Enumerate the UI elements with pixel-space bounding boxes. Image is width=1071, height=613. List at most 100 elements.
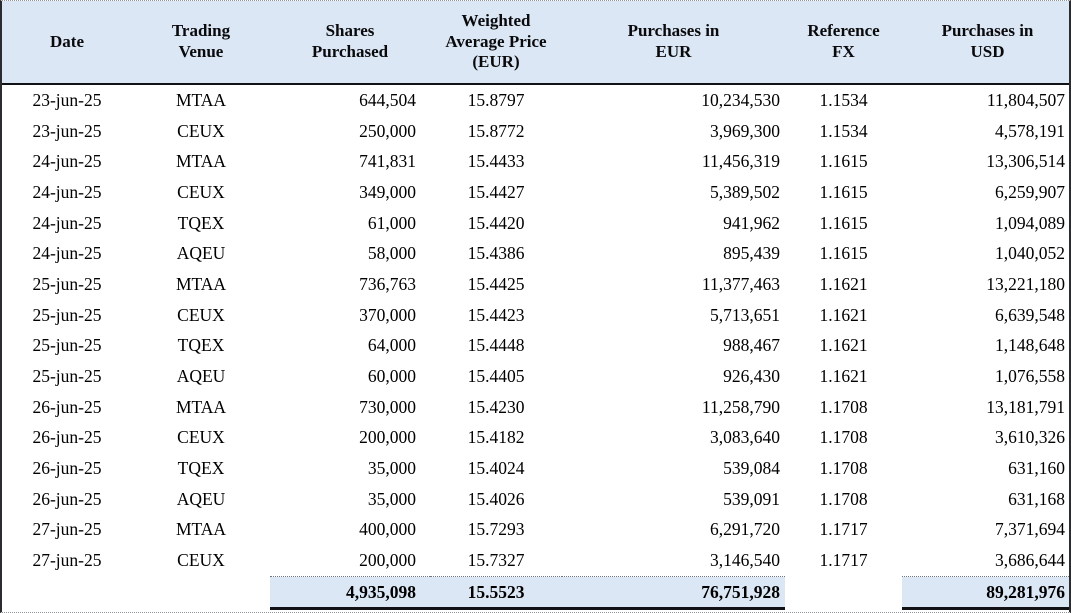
cell-purchases-eur: 539,084: [562, 453, 785, 484]
cell-date: 25-jun-25: [2, 299, 132, 331]
cell-trading-venue: CEUX: [132, 177, 270, 208]
header-row: Date Trading Venue Shares Purchased Weig…: [2, 1, 1069, 85]
cell-trading-venue: CEUX: [132, 422, 270, 454]
cell-weighted-average-price: 15.4405: [430, 361, 562, 392]
cell-weighted-average-price: 15.4433: [430, 146, 562, 178]
cell-weighted-average-price: 15.7327: [430, 545, 562, 577]
cell-reference-fx: 1.1615: [785, 146, 902, 178]
cell-date: 26-jun-25: [2, 453, 132, 484]
cell-weighted-average-price: 15.4423: [430, 299, 562, 331]
table-body: 23-jun-25 MTAA 644,504 15.8797 10,234,530 1.1…: [2, 84, 1069, 577]
cell-shares-purchased: 58,000: [270, 238, 430, 270]
cell-date: 27-jun-25: [2, 514, 132, 546]
cell-reference-fx: 1.1615: [785, 207, 902, 239]
table-row: 27-jun-25 MTAA 400,000 15.7293 6,291,720 1.17…: [2, 514, 1069, 546]
cell-purchases-usd: 3,610,326: [902, 422, 1069, 454]
cell-reference-fx: 1.1615: [785, 238, 902, 270]
cell-reference-fx: 1.1708: [785, 453, 902, 484]
column-header-trading-venue: Trading Venue: [132, 1, 270, 85]
cell-weighted-average-price: 15.4230: [430, 391, 562, 423]
cell-purchases-usd: 4,578,191: [902, 115, 1069, 147]
cell-trading-venue: MTAA: [132, 269, 270, 300]
total-reference-fx: [785, 577, 902, 609]
cell-weighted-average-price: 15.8797: [430, 84, 562, 116]
cell-weighted-average-price: 15.4448: [430, 330, 562, 362]
cell-purchases-eur: 3,146,540: [562, 545, 785, 577]
total-venue-empty: [132, 577, 270, 609]
total-shares-purchased: 4,935,098: [270, 576, 430, 610]
cell-purchases-eur: 5,389,502: [562, 177, 785, 208]
cell-purchases-usd: 1,040,052: [902, 238, 1069, 270]
table-row: 23-jun-25 MTAA 644,504 15.8797 10,234,530 1.1…: [2, 84, 1069, 116]
cell-trading-venue: MTAA: [132, 514, 270, 546]
cell-weighted-average-price: 15.4425: [430, 269, 562, 300]
cell-date: 26-jun-25: [2, 391, 132, 423]
cell-purchases-eur: 988,467: [562, 330, 785, 362]
cell-reference-fx: 1.1621: [785, 269, 902, 300]
table-row: 24-jun-25 CEUX 349,000 15.4427 5,389,502 1.16…: [2, 177, 1069, 208]
cell-date: 23-jun-25: [2, 115, 132, 147]
cell-reference-fx: 1.1717: [785, 514, 902, 546]
cell-shares-purchased: 370,000: [270, 299, 430, 331]
table-row: 23-jun-25 CEUX 250,000 15.8772 3,969,300 1.15…: [2, 115, 1069, 147]
table-row: 24-jun-25 AQEU 58,000 15.4386 895,439 1.1615 1…: [2, 238, 1069, 270]
cell-purchases-usd: 631,160: [902, 453, 1069, 484]
table-row: 26-jun-25 AQEU 35,000 15.4026 539,091 1.1708 6…: [2, 483, 1069, 515]
cell-purchases-eur: 10,234,530: [562, 84, 785, 116]
total-purchases-usd: 89,281,976: [902, 576, 1069, 610]
table-row: 24-jun-25 MTAA 741,831 15.4433 11,456,319 1.1…: [2, 146, 1069, 178]
cell-shares-purchased: 35,000: [270, 453, 430, 484]
cell-weighted-average-price: 15.4420: [430, 207, 562, 239]
cell-purchases-usd: 1,094,089: [902, 207, 1069, 239]
table-row: 25-jun-25 TQEX 64,000 15.4448 988,467 1.1621 1…: [2, 330, 1069, 362]
cell-weighted-average-price: 15.4026: [430, 483, 562, 515]
totals-row: 4,935,098 15.5523 76,751,928 89,281,976: [2, 576, 1069, 610]
cell-shares-purchased: 349,000: [270, 177, 430, 208]
cell-purchases-eur: 11,258,790: [562, 391, 785, 423]
cell-shares-purchased: 400,000: [270, 514, 430, 546]
cell-trading-venue: TQEX: [132, 207, 270, 239]
cell-purchases-eur: 5,713,651: [562, 299, 785, 331]
cell-purchases-usd: 6,259,907: [902, 177, 1069, 208]
cell-purchases-eur: 926,430: [562, 361, 785, 392]
cell-purchases-eur: 6,291,720: [562, 514, 785, 546]
cell-trading-venue: TQEX: [132, 453, 270, 484]
cell-purchases-usd: 7,371,694: [902, 514, 1069, 546]
table-row: 25-jun-25 CEUX 370,000 15.4423 5,713,651 1.16…: [2, 299, 1069, 331]
cell-weighted-average-price: 15.4024: [430, 453, 562, 484]
cell-purchases-eur: 11,456,319: [562, 146, 785, 178]
table-footer: 4,935,098 15.5523 76,751,928 89,281,976: [2, 576, 1069, 610]
cell-weighted-average-price: 15.8772: [430, 115, 562, 147]
table-row: 26-jun-25 CEUX 200,000 15.4182 3,083,640 1.17…: [2, 422, 1069, 454]
column-header-purchases-usd: Purchases in USD: [902, 1, 1069, 85]
cell-trading-venue: TQEX: [132, 330, 270, 362]
cell-trading-venue: MTAA: [132, 391, 270, 423]
cell-reference-fx: 1.1615: [785, 177, 902, 208]
cell-date: 25-jun-25: [2, 330, 132, 362]
cell-purchases-usd: 3,686,644: [902, 545, 1069, 577]
cell-reference-fx: 1.1708: [785, 422, 902, 454]
cell-purchases-usd: 631,168: [902, 483, 1069, 515]
cell-date: 24-jun-25: [2, 177, 132, 208]
cell-trading-venue: MTAA: [132, 84, 270, 116]
cell-date: 26-jun-25: [2, 422, 132, 454]
table-row: 24-jun-25 TQEX 61,000 15.4420 941,962 1.1615 1…: [2, 207, 1069, 239]
cell-reference-fx: 1.1534: [785, 115, 902, 147]
table-row: 26-jun-25 TQEX 35,000 15.4024 539,084 1.1708 6…: [2, 453, 1069, 484]
cell-purchases-usd: 6,639,548: [902, 299, 1069, 331]
cell-shares-purchased: 61,000: [270, 207, 430, 239]
cell-trading-venue: AQEU: [132, 361, 270, 392]
cell-shares-purchased: 200,000: [270, 545, 430, 577]
cell-weighted-average-price: 15.4386: [430, 238, 562, 270]
table-row: 25-jun-25 MTAA 736,763 15.4425 11,377,463 1.1…: [2, 269, 1069, 300]
cell-purchases-usd: 13,221,180: [902, 269, 1069, 300]
cell-trading-venue: CEUX: [132, 299, 270, 331]
table-header: Date Trading Venue Shares Purchased Weig…: [2, 1, 1069, 85]
cell-reference-fx: 1.1717: [785, 545, 902, 577]
cell-purchases-eur: 3,969,300: [562, 115, 785, 147]
cell-trading-venue: CEUX: [132, 545, 270, 577]
cell-shares-purchased: 60,000: [270, 361, 430, 392]
cell-weighted-average-price: 15.4182: [430, 422, 562, 454]
